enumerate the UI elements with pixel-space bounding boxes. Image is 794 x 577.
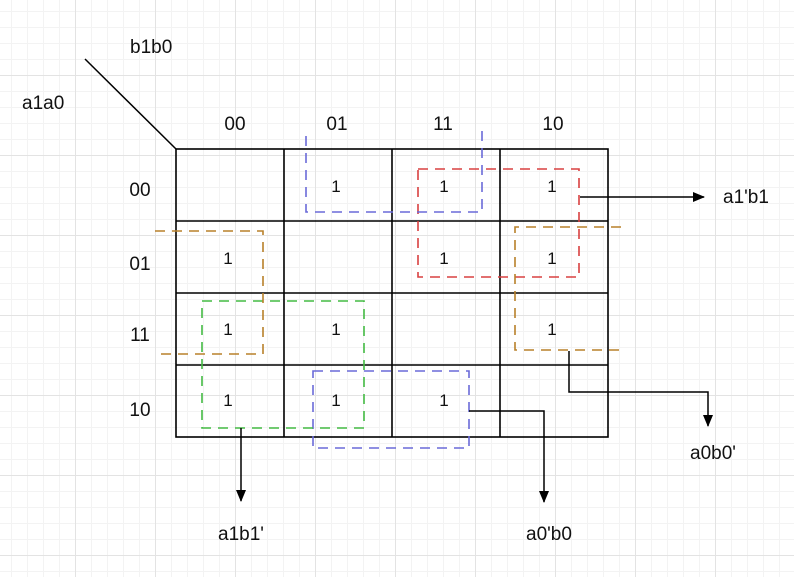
row-header-00: 00 xyxy=(129,180,150,201)
cell-r0-c3: 1 xyxy=(547,177,556,196)
group-a0b0p-outline-right xyxy=(514,226,625,351)
group-a0b0p-outline-left xyxy=(155,230,264,355)
corner-diagonal-line xyxy=(84,58,177,150)
cell-r3-c2: 1 xyxy=(439,391,448,410)
kmap-grid xyxy=(175,148,609,438)
cell-r3-c1: 1 xyxy=(331,391,340,410)
arrow-a0pb0 xyxy=(469,410,549,503)
cell-r1-c3: 1 xyxy=(547,249,556,268)
row-header-10: 10 xyxy=(129,400,150,421)
term-label-a0pb0: a0'b0 xyxy=(526,524,572,545)
row-variable-label: a1a0 xyxy=(22,93,64,114)
cell-r0-c1: 1 xyxy=(331,177,340,196)
cell-r1-c2: 1 xyxy=(439,249,448,268)
group-a0pb0-outline-bottom xyxy=(312,370,470,449)
col-header-00: 00 xyxy=(224,114,245,135)
col-variable-label: b1b0 xyxy=(130,37,172,58)
cell-r3-c0: 1 xyxy=(223,391,232,410)
term-label-a0b0p: a0b0' xyxy=(690,443,736,464)
cell-r2-c3: 1 xyxy=(547,320,556,339)
cell-r1-c0: 1 xyxy=(223,249,232,268)
cell-r2-c0: 1 xyxy=(223,320,232,339)
cell-r0-c2: 1 xyxy=(439,177,448,196)
row-header-11: 11 xyxy=(130,325,150,346)
arrow-a0b0p xyxy=(568,351,713,427)
group-a0pb0-outline-top xyxy=(305,128,483,213)
term-label-a1b1p: a1b1' xyxy=(218,524,264,545)
term-label-a1pb1: a1'b1 xyxy=(723,187,769,208)
kmap-cells: 1 1 1 1 1 1 1 1 1 1 1 1 xyxy=(223,177,556,410)
group-a1pb1-outline xyxy=(417,168,580,278)
group-a1b1p-outline xyxy=(201,300,365,429)
col-header-01: 01 xyxy=(326,114,347,135)
col-header-10: 10 xyxy=(542,114,563,135)
cell-r2-c1: 1 xyxy=(331,320,340,339)
col-header-11: 11 xyxy=(433,114,453,135)
row-header-01: 01 xyxy=(129,254,150,275)
